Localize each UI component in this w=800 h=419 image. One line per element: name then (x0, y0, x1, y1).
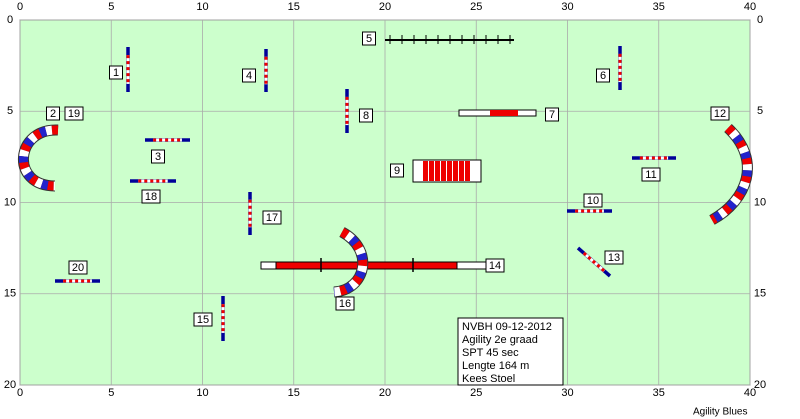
x-tick-label: 30 (561, 387, 573, 399)
info-box (457, 317, 564, 386)
y-tick-label: 0 (7, 14, 13, 26)
y-tick-label: 20 (754, 379, 766, 391)
tunnel (333, 228, 368, 297)
seesaw-contact (490, 110, 518, 116)
x-tick-label: 15 (288, 1, 300, 13)
x-tick-label: 35 (653, 1, 665, 13)
label-box (359, 108, 373, 123)
tire-stripe (465, 161, 470, 181)
x-tick-label: 5 (108, 1, 114, 13)
label-box (335, 296, 355, 311)
tire-stripe (435, 161, 440, 181)
obstacle-label: 11 (645, 169, 656, 181)
tire-stripe (423, 161, 428, 181)
tunnel (709, 124, 752, 224)
x-tick-label: 5 (108, 387, 114, 399)
label-box (68, 260, 88, 275)
obstacle-label: 15 (197, 314, 209, 326)
x-tick-label: 20 (379, 1, 391, 13)
label-box (604, 250, 624, 265)
y-tick-label: 0 (757, 14, 763, 26)
y-tick-label: 10 (4, 196, 16, 208)
label-box (641, 167, 661, 182)
y-tick-label: 20 (4, 379, 16, 391)
label-box (710, 106, 730, 121)
label-box (262, 210, 282, 225)
y-tick-label: 10 (754, 196, 766, 208)
obstacle-label: 12 (714, 108, 726, 120)
x-tick-label: 25 (470, 387, 482, 399)
obstacle-label: 8 (363, 110, 369, 122)
obstacle-label: 18 (145, 191, 157, 203)
obstacle-label: 6 (600, 70, 606, 82)
tire-stripe (441, 161, 446, 181)
obstacle-label: 5 (366, 33, 372, 45)
obstacle-label: 16 (339, 298, 351, 310)
jump-bar (582, 251, 606, 273)
obstacle-label: 1 (113, 67, 119, 79)
x-tick-label: 10 (196, 1, 208, 13)
label-box (141, 189, 161, 204)
label-box (193, 312, 213, 327)
label-box (242, 68, 256, 83)
label-box (362, 31, 376, 46)
tunnel (709, 124, 752, 224)
x-tick-label: 40 (744, 387, 756, 399)
x-tick-label: 30 (561, 1, 573, 13)
info-line: Kees Stoel (462, 373, 515, 385)
y-tick-label: 15 (4, 288, 16, 300)
x-tick-label: 20 (379, 387, 391, 399)
obstacle-label: 4 (246, 70, 252, 82)
footer: Agility Blues (693, 407, 747, 418)
label-box (64, 106, 84, 121)
obstacle-label: 20 (72, 262, 84, 274)
tire-stripe (459, 161, 464, 181)
obstacle-label: 19 (68, 108, 80, 120)
obstacle-label: 14 (489, 260, 501, 272)
obstacle-label: 7 (549, 109, 555, 121)
obstacle-label: 17 (266, 212, 278, 224)
tunnel (18, 125, 59, 191)
label-box (151, 149, 165, 164)
x-tick-label: 25 (470, 1, 482, 13)
tunnel (18, 125, 59, 191)
tire-stripe (429, 161, 434, 181)
tunnel (709, 124, 752, 224)
tunnel (333, 228, 368, 297)
label-box (109, 65, 123, 80)
x-tick-label: 0 (17, 1, 23, 13)
label-box (596, 68, 610, 83)
info-line: Lengte 164 m (462, 360, 529, 372)
x-tick-label: 40 (744, 1, 756, 13)
y-tick-label: 5 (757, 105, 763, 117)
info-line: NVBH 09-12-2012 (462, 321, 552, 333)
obstacle-label: 13 (608, 252, 620, 264)
label-box (485, 258, 505, 273)
obstacle-label: 3 (155, 151, 161, 163)
y-tick-label: 15 (754, 288, 766, 300)
obstacle-label: 2 (50, 108, 56, 120)
label-box (545, 107, 559, 122)
info-line: Agility 2e graad (462, 334, 538, 346)
y-tick-label: 5 (7, 105, 13, 117)
x-tick-label: 15 (288, 387, 300, 399)
label-box (583, 193, 603, 208)
x-tick-label: 10 (196, 387, 208, 399)
x-tick-label: 0 (17, 387, 23, 399)
tire-stripe (453, 161, 458, 181)
tire-stripe (447, 161, 452, 181)
x-tick-label: 35 (653, 387, 665, 399)
info-line: SPT 45 sec (462, 347, 519, 359)
label-box (46, 106, 60, 121)
obstacle-label: 9 (394, 165, 400, 177)
obstacle-label: 10 (587, 195, 599, 207)
label-box (390, 163, 404, 178)
